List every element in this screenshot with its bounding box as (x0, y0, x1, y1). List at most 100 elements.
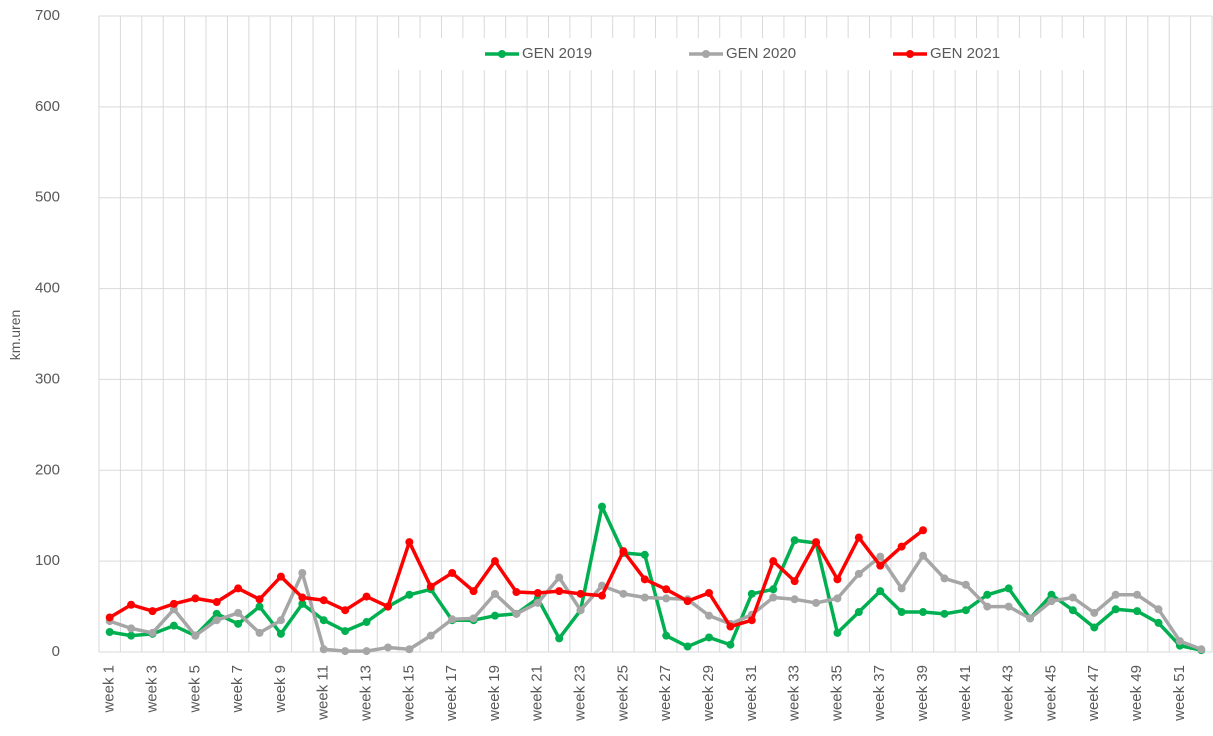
x-tick-label: week 25 (614, 665, 631, 722)
data-point (897, 608, 906, 617)
data-point (1090, 623, 1099, 632)
data-point (1111, 605, 1120, 614)
data-point (919, 608, 928, 617)
data-point (812, 538, 821, 547)
data-point (961, 580, 970, 589)
data-point (876, 587, 885, 596)
x-tick-label: week 5 (186, 665, 203, 714)
data-point (726, 622, 735, 631)
data-point (362, 618, 371, 627)
data-point (897, 584, 906, 593)
data-point (854, 533, 863, 542)
data-point (833, 575, 842, 584)
data-point (469, 614, 478, 623)
legend-label: GEN 2019 (522, 45, 592, 62)
x-tick-label: week 27 (657, 665, 674, 722)
data-point (576, 606, 585, 615)
data-point (319, 645, 328, 654)
data-point (640, 550, 649, 559)
x-tick-label: week 1 (101, 665, 118, 714)
y-axis-label: km.uren (7, 310, 23, 361)
y-tick-label: 300 (35, 370, 60, 387)
data-point (1133, 590, 1142, 599)
data-point (469, 587, 478, 596)
data-point (234, 584, 243, 593)
y-tick-label: 200 (35, 461, 60, 478)
data-point (833, 594, 842, 603)
data-point (127, 600, 136, 609)
series-line (109, 553, 1202, 653)
data-point (1133, 607, 1142, 616)
data-point (747, 589, 756, 598)
data-point (597, 591, 606, 600)
data-point (212, 609, 221, 618)
data-point (640, 575, 649, 584)
data-point (1111, 590, 1120, 599)
data-point (961, 606, 970, 615)
x-tick-label: week 17 (443, 665, 460, 722)
data-point (919, 551, 928, 560)
x-tick-label: week 13 (358, 665, 375, 722)
data-point (405, 590, 414, 599)
data-point (276, 616, 285, 625)
data-point (341, 606, 350, 615)
data-point (298, 593, 307, 602)
x-tick-label: week 33 (786, 665, 803, 722)
x-tick-label: week 19 (486, 665, 503, 722)
data-point (705, 633, 714, 642)
data-point (1090, 608, 1099, 617)
data-point (876, 561, 885, 570)
data-point (298, 599, 307, 608)
data-point (1197, 645, 1206, 654)
x-tick-label: week 15 (400, 665, 417, 722)
data-point (169, 599, 178, 608)
data-point (1004, 584, 1013, 593)
data-point (426, 582, 435, 591)
x-tick-label: week 29 (700, 665, 717, 722)
data-point (490, 557, 499, 566)
data-point (555, 634, 564, 643)
x-tick-label: week 47 (1085, 665, 1102, 722)
y-tick-label: 0 (52, 643, 60, 660)
data-point (127, 631, 136, 640)
y-tick-label: 100 (35, 552, 60, 569)
data-point (319, 616, 328, 625)
data-point (1047, 590, 1056, 599)
data-point (940, 609, 949, 618)
data-point (148, 607, 157, 616)
data-point (405, 538, 414, 547)
x-tick-label: week 31 (743, 665, 760, 722)
legend-marker (906, 50, 914, 58)
y-tick-label: 700 (35, 7, 60, 24)
data-point (769, 585, 778, 594)
data-point (512, 609, 521, 618)
data-point (533, 598, 542, 607)
data-point (897, 542, 906, 551)
data-point (255, 595, 264, 604)
series-line (109, 504, 1202, 652)
data-point (490, 611, 499, 620)
data-point (105, 613, 114, 622)
data-point (854, 608, 863, 617)
legend: GEN 2019 GEN 2020 GEN 2021 (388, 38, 1098, 70)
data-point (1047, 597, 1056, 606)
data-point (276, 572, 285, 581)
data-point (747, 616, 756, 625)
data-point (555, 573, 564, 582)
data-point (127, 624, 136, 633)
data-point (790, 577, 799, 586)
data-point (619, 589, 628, 598)
data-point (298, 568, 307, 577)
legend-label: GEN 2021 (930, 45, 1000, 62)
x-tick-label: week 49 (1128, 665, 1145, 722)
x-tick-label: week 23 (572, 665, 589, 722)
x-tick-label: week 11 (315, 665, 332, 721)
data-point (169, 621, 178, 630)
data-point (619, 547, 628, 556)
data-point (662, 631, 671, 640)
y-tick-label: 400 (35, 280, 60, 297)
data-point (362, 592, 371, 601)
data-point (683, 597, 692, 606)
data-point (1004, 602, 1013, 611)
data-point (212, 598, 221, 607)
